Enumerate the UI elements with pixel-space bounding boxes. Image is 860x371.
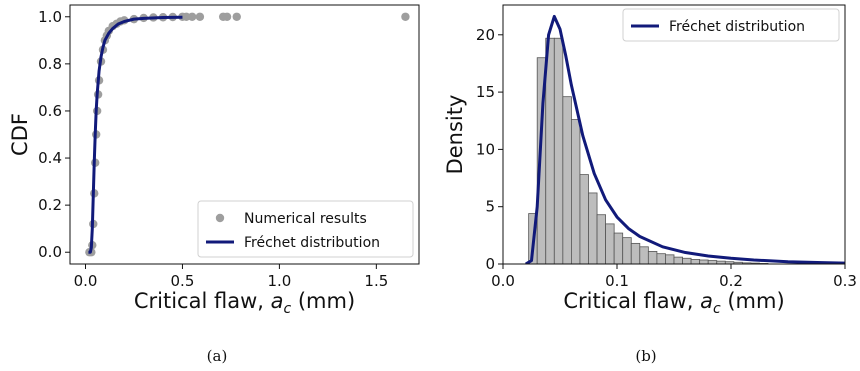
x-tick-label: 1.0 <box>267 272 291 290</box>
y-tick-label: 0 <box>485 255 495 273</box>
y-tick-label: 5 <box>485 198 495 216</box>
legend-box <box>622 8 840 42</box>
histogram-bar <box>656 253 666 264</box>
histogram-bar <box>673 256 683 264</box>
histogram-bar <box>613 232 624 264</box>
y-tick-label: 1.0 <box>38 8 62 26</box>
x-axis-label: Critical flaw, ac (mm) <box>134 289 355 317</box>
axes-frame <box>502 4 846 265</box>
y-tick-label: 0.6 <box>38 102 62 120</box>
x-tick-label: 1.5 <box>364 272 388 290</box>
data-point <box>232 12 241 21</box>
histogram-bar <box>639 246 649 264</box>
legend-marker <box>215 213 225 223</box>
panel-b-density-chart: 0.0 0.1 0.2 0.3 0 5 10 15 20 Critical flaw, ac (m… <box>443 4 857 317</box>
x-tick-label: 0.2 <box>719 272 743 290</box>
y-tick-label: 20 <box>476 26 495 44</box>
y-tick-label: 0.8 <box>38 55 62 73</box>
legend-label: Numerical results <box>244 211 367 227</box>
y-axis-label: Density <box>443 95 467 175</box>
x-tick-label: 0.5 <box>171 272 195 290</box>
legend: Fréchet distribution <box>622 8 840 42</box>
plot-area <box>525 14 845 264</box>
y-tick-label: 15 <box>476 83 495 101</box>
histogram-bar <box>545 37 555 264</box>
legend-label: Fréchet distribution <box>244 235 380 251</box>
histogram-bar <box>690 259 701 264</box>
caption-b: (b) <box>635 347 656 365</box>
histogram-bar <box>622 237 632 264</box>
histogram-bar <box>571 119 581 264</box>
legend: Numerical results Fréchet distribution <box>197 200 414 258</box>
histogram-bar <box>605 223 615 264</box>
axes-frame <box>69 4 420 265</box>
histogram-bar <box>553 37 564 264</box>
x-tick-label: 0.0 <box>491 272 515 290</box>
x-tick-label: 0.0 <box>74 272 98 290</box>
data-point <box>187 12 197 21</box>
histogram-bar <box>665 254 675 264</box>
x-tick-label: 0.3 <box>833 272 857 290</box>
y-tick-label: 0.4 <box>38 149 62 167</box>
series-line <box>88 15 183 254</box>
histogram-bar <box>699 259 709 264</box>
series-line <box>525 14 845 264</box>
legend-box <box>197 200 414 258</box>
histogram-bar <box>707 260 718 264</box>
plot-area <box>85 12 410 257</box>
y-tick-label: 0.0 <box>38 243 62 261</box>
histogram-bar <box>588 192 598 264</box>
histogram-bar <box>630 242 641 264</box>
data-point <box>401 12 410 21</box>
histogram-bar <box>647 250 658 264</box>
histogram-bar <box>562 96 572 264</box>
x-tick-label: 0.1 <box>605 272 629 290</box>
y-tick-label: 10 <box>476 140 495 158</box>
y-axis-label: CDF <box>8 113 32 156</box>
histogram-bar <box>579 174 589 264</box>
y-tick-label: 0.2 <box>38 196 62 214</box>
histogram-bar <box>682 257 692 264</box>
x-axis-label: Critical flaw, ac (mm) <box>563 289 784 317</box>
data-point <box>195 12 205 21</box>
histogram-bar <box>596 214 606 264</box>
data-point <box>182 12 191 21</box>
legend-label: Fréchet distribution <box>669 19 805 35</box>
data-point <box>222 12 232 21</box>
caption-a: (a) <box>207 347 228 365</box>
